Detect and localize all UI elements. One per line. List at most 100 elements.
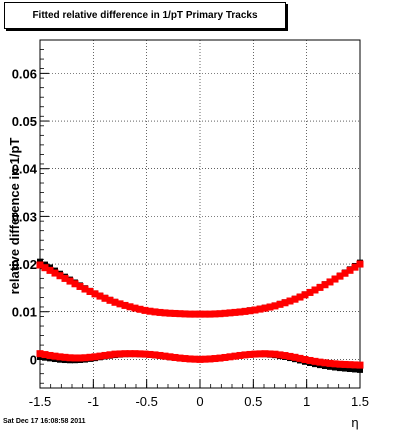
data-point bbox=[336, 360, 344, 368]
data-point bbox=[346, 266, 354, 274]
y-tick-label: 0 bbox=[30, 352, 37, 367]
chart-title: Fitted relative difference in 1/pT Prima… bbox=[32, 10, 258, 21]
data-point bbox=[221, 353, 229, 361]
data-point bbox=[121, 350, 129, 358]
data-point bbox=[316, 358, 324, 366]
y-axis-label: relative difference in 1/pT bbox=[7, 138, 22, 295]
data-point bbox=[96, 292, 104, 300]
data-point bbox=[301, 356, 309, 364]
data-point bbox=[231, 308, 239, 316]
data-point bbox=[131, 304, 139, 312]
data-point bbox=[331, 275, 339, 283]
data-point bbox=[176, 354, 184, 362]
data-point bbox=[356, 260, 364, 268]
data-point bbox=[76, 354, 84, 362]
data-point bbox=[356, 361, 364, 369]
y-tick-label: 0.03 bbox=[12, 209, 37, 224]
series-3 bbox=[36, 350, 364, 369]
data-point bbox=[91, 353, 99, 361]
data-point bbox=[186, 310, 194, 318]
axis-ticks bbox=[39, 49, 361, 388]
data-point bbox=[281, 299, 289, 307]
data-point bbox=[81, 285, 89, 293]
data-point bbox=[161, 309, 169, 317]
data-point bbox=[246, 307, 254, 315]
y-tick-label: 0.04 bbox=[12, 162, 38, 177]
data-point bbox=[226, 309, 234, 317]
x-tick-label: 0 bbox=[196, 394, 203, 409]
x-tick-label: 1 bbox=[303, 394, 310, 409]
data-point bbox=[101, 294, 109, 302]
data-point bbox=[266, 350, 274, 358]
data-point bbox=[191, 310, 199, 318]
data-point bbox=[311, 286, 319, 294]
data-point bbox=[51, 269, 59, 277]
footer-timestamp: Sat Dec 17 16:08:58 2011 bbox=[3, 418, 86, 425]
data-point bbox=[91, 290, 99, 298]
data-point bbox=[146, 307, 154, 315]
data-point bbox=[276, 351, 284, 359]
data-point bbox=[106, 296, 114, 304]
y-tick-label: 0.02 bbox=[12, 257, 37, 272]
y-tick-label: 0.01 bbox=[12, 305, 37, 320]
x-tick-labels: -1.5 -1 -0.5 0 0.5 1 1.5 bbox=[29, 394, 369, 409]
data-point bbox=[276, 300, 284, 308]
data-point bbox=[341, 360, 349, 368]
data-point bbox=[56, 272, 64, 280]
data-point bbox=[271, 302, 279, 310]
data-point bbox=[196, 355, 204, 363]
data-point bbox=[256, 305, 264, 313]
data-point bbox=[311, 357, 319, 365]
data-point bbox=[186, 355, 194, 363]
data-point bbox=[211, 310, 219, 318]
x-axis-label: η bbox=[351, 415, 358, 430]
data-point bbox=[256, 350, 264, 358]
data-point bbox=[46, 266, 54, 274]
data-point bbox=[326, 359, 334, 367]
data-point bbox=[216, 310, 224, 318]
data-point bbox=[146, 350, 154, 358]
x-tick-label: -0.5 bbox=[135, 394, 157, 409]
data-point bbox=[286, 297, 294, 305]
data-point bbox=[61, 353, 69, 361]
data-point bbox=[271, 350, 279, 358]
data-point bbox=[46, 351, 54, 359]
data-point bbox=[61, 274, 69, 282]
data-point bbox=[41, 264, 49, 272]
data-point bbox=[266, 303, 274, 311]
data-point bbox=[236, 308, 244, 316]
data-point bbox=[206, 310, 214, 318]
data-point bbox=[71, 354, 79, 362]
data-point bbox=[171, 353, 179, 361]
data-point bbox=[331, 360, 339, 368]
data-point bbox=[332, 364, 338, 371]
data-point bbox=[301, 291, 309, 299]
data-point bbox=[316, 283, 324, 291]
data-point bbox=[286, 352, 294, 360]
data-point bbox=[71, 280, 79, 288]
data-point bbox=[261, 350, 269, 358]
grid-lines bbox=[40, 40, 360, 388]
data-point bbox=[96, 352, 104, 360]
data-point bbox=[347, 365, 353, 372]
data-point bbox=[342, 365, 348, 372]
data-point bbox=[121, 301, 129, 309]
data-point bbox=[141, 350, 149, 358]
data-point bbox=[86, 353, 94, 361]
data-point bbox=[101, 351, 109, 359]
y-tick-label: 0.05 bbox=[12, 114, 37, 129]
data-point bbox=[351, 361, 359, 369]
data-point bbox=[41, 351, 49, 359]
data-point bbox=[66, 277, 74, 285]
data-point bbox=[116, 350, 124, 358]
data-point bbox=[357, 366, 363, 373]
data-point bbox=[131, 350, 139, 358]
data-point bbox=[161, 352, 169, 360]
data-point bbox=[156, 308, 164, 316]
data-point bbox=[36, 350, 44, 358]
data-point bbox=[241, 351, 249, 359]
data-point bbox=[196, 310, 204, 318]
chart-title-box: Fitted relative difference in 1/pT Prima… bbox=[4, 2, 286, 29]
y-tick-label: 0.06 bbox=[12, 66, 37, 81]
